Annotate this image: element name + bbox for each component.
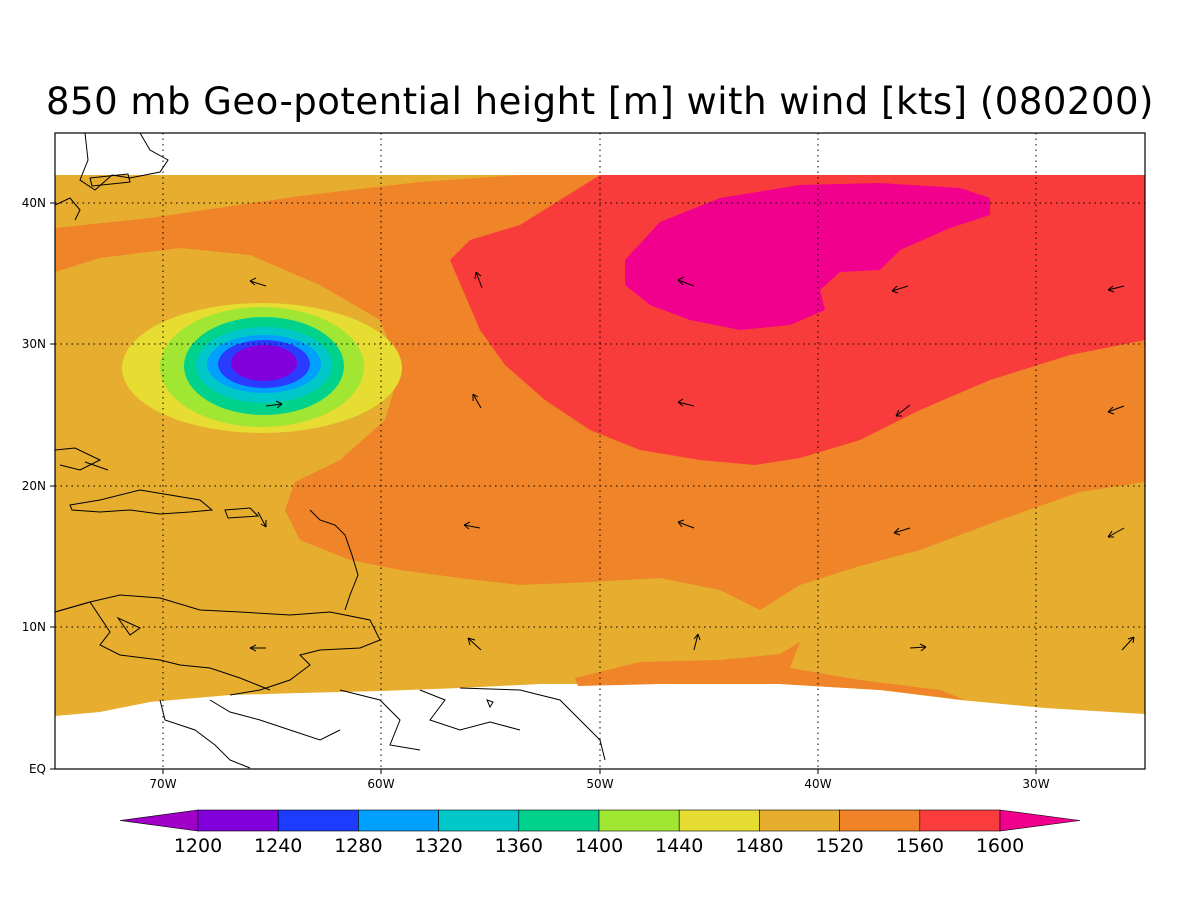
lon-label: 70W <box>149 777 176 791</box>
colorbar-swatch <box>277 809 359 832</box>
wind-arrow <box>1107 405 1125 415</box>
colorbar-label: 1320 <box>414 835 462 857</box>
lon-axis: 70W 60W 50W 40W 30W <box>149 769 1050 791</box>
low-1240 <box>231 345 297 381</box>
wind-arrow <box>1107 527 1125 538</box>
wind-arrow <box>467 637 482 651</box>
wind-vectors <box>249 271 1135 652</box>
colorbar-arrow-low <box>119 809 199 832</box>
lat-label: 20N <box>22 479 46 493</box>
colorbar-swatch <box>518 809 600 832</box>
wind-arrow <box>1121 636 1135 651</box>
colorbar-swatch <box>919 809 1001 832</box>
colorbar-swatch <box>197 809 279 832</box>
field-1560-south <box>575 642 965 700</box>
colorbar-swatch <box>759 809 840 832</box>
map-area <box>55 133 1145 769</box>
wind-arrow <box>249 277 267 287</box>
lat-label: 40N <box>22 196 46 210</box>
colorbar-swatch <box>598 809 680 832</box>
colorbar-label: 1360 <box>495 835 543 857</box>
colorbar-label: 1480 <box>735 835 783 857</box>
colorbar-label: 1440 <box>655 835 703 857</box>
wind-arrow <box>677 276 695 287</box>
lon-label: 40W <box>804 777 831 791</box>
lat-label: 10N <box>22 620 46 634</box>
lat-label: 30N <box>22 337 46 351</box>
wind-arrow <box>891 285 909 294</box>
colorbar: 1200 1240 1280 1320 1360 1400 1440 1480 1520 1560… <box>119 809 1081 857</box>
wind-arrow <box>472 393 482 409</box>
wind-arrow <box>474 271 483 289</box>
wind-arrow <box>463 521 481 530</box>
colorbar-label: 1600 <box>976 835 1024 857</box>
lon-label: 60W <box>367 777 394 791</box>
wind-arrow <box>265 400 283 409</box>
colorbar-label: 1520 <box>815 835 863 857</box>
colorbar-swatch <box>678 809 760 832</box>
colorbar-swatch <box>358 809 439 832</box>
wind-arrow <box>249 644 266 652</box>
wind-arrow <box>693 633 701 651</box>
coastlines <box>55 133 606 769</box>
field-peak <box>625 183 990 330</box>
colorbar-swatch <box>839 809 921 832</box>
colorbar-label: 1560 <box>896 835 944 857</box>
colorbar-label: 1280 <box>334 835 382 857</box>
colorbar-label: 1200 <box>174 835 222 857</box>
graticule <box>55 133 1145 769</box>
wind-arrow <box>1107 285 1125 293</box>
wind-arrow <box>257 511 267 528</box>
colorbar-swatch <box>438 809 520 832</box>
wind-arrow <box>895 404 911 417</box>
colorbar-arrow-high <box>999 809 1081 832</box>
page-title: 850 mb Geo-potential height [m] with win… <box>46 80 1154 123</box>
colorbar-label: 1400 <box>575 835 623 857</box>
lat-axis: EQ 10N 20N 30N 40N <box>22 196 55 776</box>
wind-arrow <box>893 527 911 536</box>
wind-arrow <box>677 398 695 407</box>
lon-label: 50W <box>586 777 613 791</box>
wind-arrow <box>909 643 927 652</box>
wind-arrow <box>677 519 695 529</box>
lon-label: 30W <box>1022 777 1049 791</box>
lat-label: EQ <box>29 762 46 776</box>
colorbar-label: 1240 <box>254 835 302 857</box>
